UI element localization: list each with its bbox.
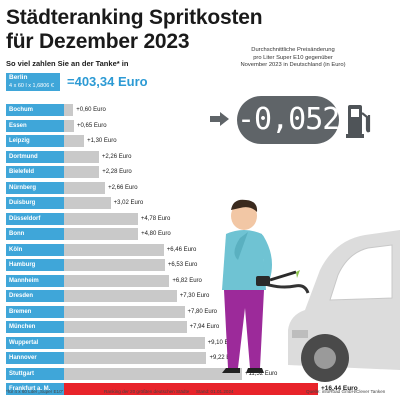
bar-label-18: Frankfurt a. M. — [6, 383, 64, 395]
bar-4 — [64, 166, 100, 178]
bar-label-4: Bielefeld — [6, 166, 64, 178]
bar-16 — [64, 352, 207, 364]
bar-label-1: Essen — [6, 119, 64, 132]
berlin-city-label: Berlin — [9, 74, 28, 81]
bar-label-0: Bochum — [6, 104, 64, 116]
bar-7 — [64, 212, 138, 225]
bar-label-13: Bremen — [6, 305, 64, 318]
bar-value-label-17: +11,52 Euro — [244, 370, 278, 377]
footer-note: *für 4 x 60 Liter „Super E10“ — [6, 389, 64, 394]
berlin-reference-box: Berlin 4 x 60 l x 1,6806 € — [6, 73, 60, 91]
bar-label-8: Bonn — [6, 228, 64, 240]
bar-value-label-0: +0,60 Euro — [76, 107, 106, 113]
bar-13 — [64, 305, 185, 318]
footer-ranking: Ranking der 20 größten deutschen Städte — [104, 389, 190, 394]
bar-1 — [64, 119, 75, 132]
subtitle: So viel zahlen Sie an der Tanke* in — [6, 59, 129, 68]
bar-value-label-6: +3,02 Euro — [113, 200, 144, 206]
arrow-right-icon — [210, 112, 229, 126]
bar-label-17: Stuttgart — [6, 367, 64, 380]
bar-value-label-18: +16,44 Euro — [321, 385, 358, 392]
bar-10 — [64, 259, 165, 271]
berlin-total-value: =403,34 Euro — [67, 74, 148, 89]
bar-8 — [64, 228, 139, 240]
price-change-display: -0,0525 — [237, 96, 357, 144]
bar-label-15: Wuppertal — [6, 336, 64, 349]
bar-value-label-14: +7,94 Euro — [189, 324, 220, 330]
bar-label-11: Mannheim — [6, 274, 64, 287]
bar-value-label-16: +9,22 Euro — [209, 355, 239, 361]
page-title-line1: Städteranking Spritkosten — [6, 6, 263, 29]
price-change-text-1: Durchschnittliche Preisänderung — [251, 47, 335, 53]
bar-value-label-13: +7,80 Euro — [187, 308, 218, 315]
bar-18 — [64, 383, 318, 395]
bar-label-3: Dortmund — [6, 150, 64, 163]
bar-15 — [64, 336, 205, 349]
bar-label-9: Köln — [6, 243, 64, 256]
bar-label-14: München — [6, 321, 64, 333]
bar-label-2: Leipzig — [6, 135, 64, 147]
fuel-pump-icon — [346, 105, 371, 138]
bar-value-label-8: +4,80 Euro — [141, 231, 171, 237]
bar-2 — [64, 135, 85, 147]
bar-label-5: Nürnberg — [6, 181, 64, 194]
bar-5 — [64, 181, 106, 194]
bar-6 — [64, 197, 111, 209]
bar-label-12: Dresden — [6, 290, 64, 302]
bar-value-label-11: +6,82 Euro — [172, 277, 202, 284]
bar-label-16: Hannover — [6, 352, 64, 364]
bar-value-label-4: +2,28 Euro — [102, 169, 132, 175]
bar-value-label-12: +7,30 Euro — [179, 293, 210, 299]
bar-value-label-1: +0,65 Euro — [77, 122, 107, 129]
bar-value-label-5: +2,66 Euro — [108, 184, 138, 191]
page-title-line2: für Dezember 2023 — [6, 30, 190, 53]
bar-11 — [64, 274, 170, 287]
berlin-calc-label: 4 x 60 l x 1,6806 € — [9, 83, 54, 89]
bar-value-label-10: +6,53 Euro — [167, 262, 198, 268]
bar-value-label-7: +4,78 Euro — [140, 215, 171, 222]
bar-value-label-9: +6,46 Euro — [166, 246, 197, 253]
price-change-text-3: November 2023 in Deutschland (in Euro) — [240, 62, 346, 68]
price-change-text-2: pro Liter Super E10 gegenüber — [253, 54, 333, 61]
price-change-description: Durchschnittliche Preisänderung pro Lite… — [228, 47, 358, 70]
bar-value-label-15: +9,10 Euro — [207, 339, 238, 346]
bar-label-7: Düsseldorf — [6, 212, 64, 225]
price-change-value: -0,0525 — [237, 102, 357, 137]
footer-source: Quelle: infoRoad GmbH/Clever Tanken — [306, 389, 386, 394]
bar-12 — [64, 290, 177, 302]
bar-value-label-3: +2,26 Euro — [101, 153, 132, 160]
bar-label-10: Hamburg — [6, 259, 64, 271]
bar-17 — [64, 367, 242, 380]
bar-value-label-2: +1,30 Euro — [87, 138, 117, 144]
footer-date: Stand: 01.01.2024 — [196, 389, 234, 394]
fuel-nozzle-icon — [256, 276, 270, 286]
person-illustration — [222, 199, 310, 373]
car-silhouette — [288, 230, 400, 382]
bar-14 — [64, 321, 187, 333]
bar-3 — [64, 150, 99, 163]
bar-label-6: Duisburg — [6, 197, 64, 209]
bar-9 — [64, 243, 164, 256]
bar-0 — [64, 104, 74, 116]
